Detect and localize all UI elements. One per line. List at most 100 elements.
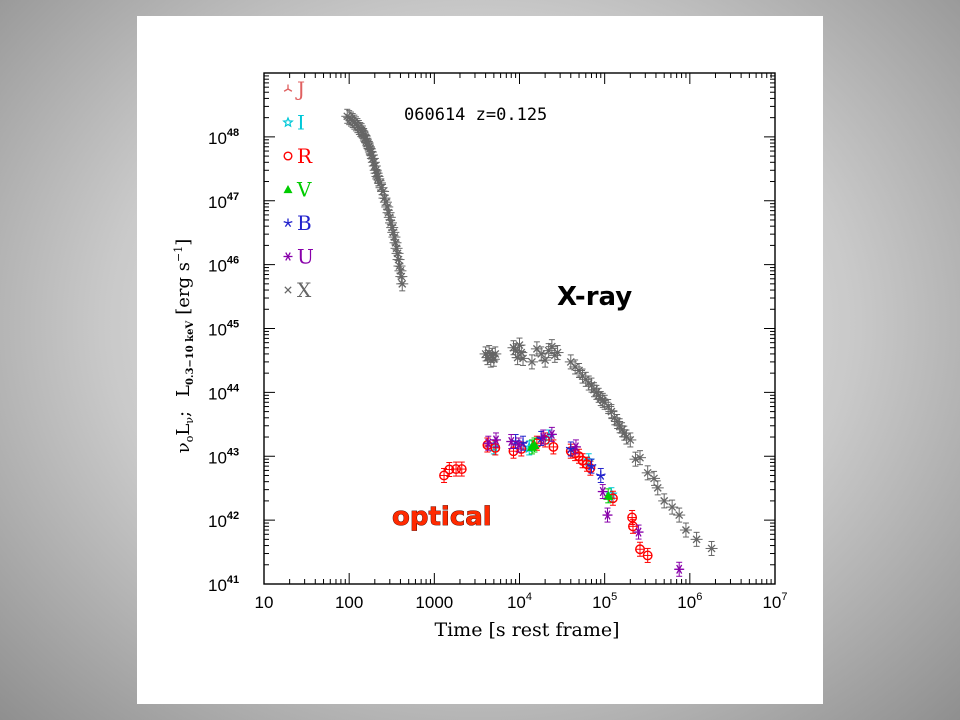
data-point-U: [570, 439, 581, 455]
marker-stroke: [636, 453, 644, 462]
marker-stroke: [285, 252, 291, 261]
marker-stroke: [591, 463, 597, 467]
marker-stroke: [595, 473, 601, 477]
series-V: [526, 437, 614, 504]
point-marker: [595, 470, 606, 480]
data-point-B: [595, 467, 606, 483]
marker-stroke: [604, 510, 611, 520]
data-point-X: [569, 359, 582, 375]
point-marker: [517, 348, 526, 357]
data-point-X: [624, 432, 637, 448]
marker-stroke: [368, 154, 377, 163]
data-point-X: [525, 354, 538, 370]
legend-item-X: X: [284, 278, 312, 302]
marker-stroke: [485, 438, 492, 448]
x-axis-label: Time [s rest frame]: [434, 619, 619, 641]
marker-stroke: [692, 535, 701, 544]
y-tick-label: 1042: [208, 510, 239, 531]
legend-label: U: [297, 245, 314, 269]
data-point-V: [603, 488, 614, 504]
data-point-R: [628, 518, 638, 534]
marker-shape: [548, 441, 559, 452]
marker-stroke: [586, 463, 592, 467]
data-point-U: [538, 429, 549, 445]
point-marker: [393, 249, 402, 258]
marker-stroke: [537, 438, 542, 443]
marker-stroke: [572, 442, 580, 452]
marker-stroke: [536, 436, 542, 440]
point-marker: [636, 453, 644, 462]
marker-stroke: [653, 483, 662, 492]
marker-shape: [283, 151, 293, 161]
marker-stroke: [377, 183, 386, 192]
data-point-X: [551, 345, 564, 361]
legend-label: R: [297, 144, 313, 168]
point-marker: [586, 461, 597, 471]
data-point-U: [513, 437, 524, 453]
point-marker: [681, 526, 690, 534]
marker-stroke: [527, 357, 536, 366]
xray-annotation: X-ray: [557, 282, 632, 312]
data-point-B: [586, 458, 597, 474]
marker-stroke: [707, 544, 716, 553]
y-axis-label: νoLν;L0.3−10 keV[erg s−1]: [172, 239, 196, 454]
data-point-R: [456, 461, 467, 477]
point-marker: [383, 202, 392, 211]
marker-shape: [635, 544, 645, 555]
y-tick-label: 1043: [208, 446, 239, 467]
x-tick-label: 10: [255, 593, 274, 612]
marker-stroke: [394, 255, 403, 264]
marker-stroke: [537, 349, 546, 358]
marker-stroke: [372, 169, 381, 178]
marker-shape: [585, 463, 596, 474]
marker-stroke: [643, 468, 652, 477]
point-marker: [513, 440, 524, 450]
data-point-X: [391, 245, 404, 261]
marker-stroke: [393, 249, 402, 258]
x-tick-label: 105: [592, 591, 617, 612]
marker-stroke: [570, 448, 575, 454]
series-X: [341, 108, 718, 556]
marker-stroke: [284, 222, 289, 228]
point-marker: [553, 348, 562, 357]
data-point-U: [483, 435, 494, 451]
marker-shape: [283, 185, 293, 194]
data-point-V: [529, 437, 540, 453]
marker-stroke: [287, 220, 293, 224]
marker-shape: [456, 464, 467, 475]
point-marker: [491, 435, 502, 445]
data-point-X: [489, 346, 502, 362]
data-point-U: [633, 524, 644, 540]
marker-stroke: [540, 432, 547, 442]
marker-stroke: [676, 564, 683, 574]
data-point-R: [642, 547, 653, 563]
legend-marker: [283, 151, 293, 161]
data-point-X: [651, 480, 664, 496]
lightcurve-chart: 10 100 1000 104 105 106 107 1041 1042 1043 1044 104…: [172, 72, 788, 641]
legend-item-J: J: [283, 77, 305, 101]
point-marker: [491, 349, 500, 358]
data-point-X: [705, 540, 718, 556]
point-marker: [668, 503, 677, 512]
x-tick-label: 106: [677, 591, 702, 612]
point-marker: [607, 407, 616, 416]
marker-stroke: [365, 144, 374, 153]
point-marker: [626, 435, 635, 444]
data-point-X: [679, 522, 692, 538]
marker-stroke: [600, 473, 606, 477]
legend-marker: [283, 252, 293, 261]
point-marker: [398, 279, 407, 288]
marker-stroke: [681, 526, 690, 534]
marker-stroke: [650, 474, 659, 483]
data-point-R: [635, 541, 645, 557]
point-marker: [628, 521, 638, 532]
marker-stroke: [522, 441, 528, 444]
point-marker: [707, 544, 716, 553]
marker-stroke: [668, 503, 677, 512]
point-marker: [537, 349, 546, 358]
chart-title: 060614 z=0.125: [404, 105, 547, 125]
series-I: [487, 429, 618, 503]
marker-stroke: [515, 440, 522, 450]
marker-stroke: [622, 433, 631, 441]
legend-item-V: V: [283, 178, 312, 202]
